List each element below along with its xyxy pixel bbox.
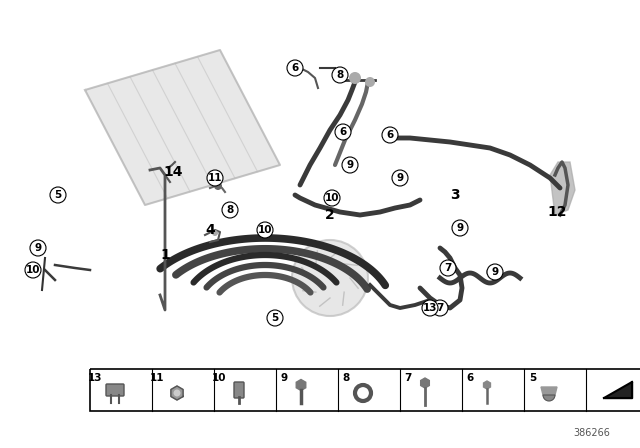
Text: 2: 2	[325, 208, 335, 222]
Polygon shape	[296, 379, 306, 391]
Circle shape	[432, 300, 448, 316]
Circle shape	[227, 205, 237, 215]
Text: 9: 9	[346, 160, 353, 170]
Circle shape	[332, 67, 348, 83]
Text: 9: 9	[456, 223, 463, 233]
Circle shape	[382, 127, 398, 143]
Circle shape	[212, 230, 218, 236]
Polygon shape	[550, 162, 575, 215]
Circle shape	[365, 77, 375, 87]
Text: 5: 5	[529, 373, 536, 383]
Text: 9: 9	[35, 243, 42, 253]
Circle shape	[487, 264, 503, 280]
Text: 14: 14	[163, 165, 183, 179]
Circle shape	[349, 72, 361, 84]
Text: 4: 4	[205, 223, 215, 237]
Circle shape	[50, 187, 66, 203]
Circle shape	[486, 268, 494, 276]
Circle shape	[452, 220, 468, 236]
Circle shape	[25, 262, 41, 278]
Text: 10: 10	[211, 373, 226, 383]
Text: 7: 7	[404, 373, 412, 383]
Text: 8: 8	[343, 373, 350, 383]
Text: 13: 13	[88, 373, 102, 383]
Text: 10: 10	[258, 225, 272, 235]
Circle shape	[173, 389, 180, 396]
Circle shape	[292, 240, 368, 316]
Circle shape	[257, 222, 273, 238]
Text: 10: 10	[324, 193, 339, 203]
Text: 3: 3	[450, 188, 460, 202]
Text: 6: 6	[387, 130, 394, 140]
Text: 386266: 386266	[573, 428, 610, 438]
Text: 6: 6	[467, 373, 474, 383]
Polygon shape	[484, 381, 490, 389]
Text: 6: 6	[291, 63, 299, 73]
Polygon shape	[604, 382, 632, 398]
Text: 12: 12	[547, 205, 567, 219]
Circle shape	[287, 60, 303, 76]
Circle shape	[392, 170, 408, 186]
Circle shape	[267, 310, 283, 326]
Text: 11: 11	[208, 173, 222, 183]
Circle shape	[30, 240, 46, 256]
Circle shape	[440, 260, 456, 276]
Circle shape	[324, 190, 340, 206]
Text: 6: 6	[339, 127, 347, 137]
Text: 7: 7	[436, 303, 444, 313]
Polygon shape	[541, 387, 557, 395]
FancyBboxPatch shape	[234, 382, 244, 398]
Circle shape	[342, 157, 358, 173]
Text: 8: 8	[337, 70, 344, 80]
Text: 8: 8	[227, 205, 234, 215]
Polygon shape	[85, 50, 280, 205]
Text: 7: 7	[444, 263, 452, 273]
Circle shape	[335, 124, 351, 140]
Circle shape	[222, 202, 238, 218]
Polygon shape	[420, 378, 429, 388]
Circle shape	[214, 182, 222, 190]
Text: 10: 10	[26, 265, 40, 275]
Text: 9: 9	[281, 373, 288, 383]
FancyBboxPatch shape	[106, 384, 124, 396]
Circle shape	[207, 170, 223, 186]
Text: 5: 5	[271, 313, 278, 323]
Text: 9: 9	[492, 267, 499, 277]
Text: 13: 13	[423, 303, 437, 313]
Bar	[90, 369, 640, 411]
Circle shape	[422, 300, 438, 316]
Polygon shape	[171, 386, 183, 400]
Wedge shape	[543, 395, 555, 401]
Text: 1: 1	[160, 248, 170, 262]
Text: 11: 11	[150, 373, 164, 383]
Text: 5: 5	[54, 190, 61, 200]
Circle shape	[335, 73, 345, 83]
Text: 9: 9	[396, 173, 404, 183]
